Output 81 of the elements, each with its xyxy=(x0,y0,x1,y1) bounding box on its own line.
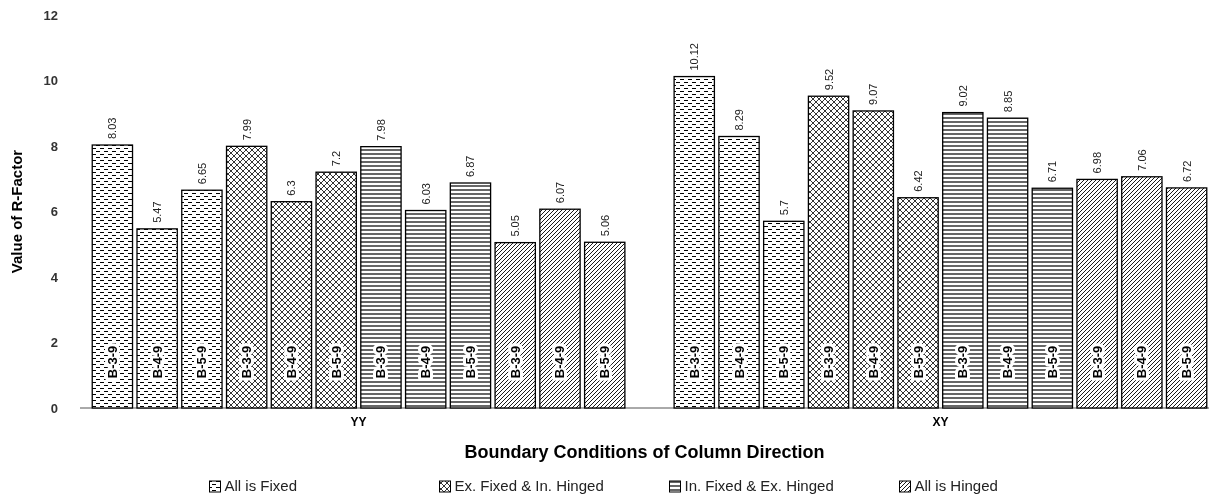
data-label: 6.72 xyxy=(1180,160,1193,182)
bar xyxy=(404,209,447,409)
bar xyxy=(1121,176,1163,409)
y-tick-label: 12 xyxy=(43,7,58,23)
data-label: 6.65 xyxy=(195,162,208,185)
legend-label: All is Fixed xyxy=(224,477,298,494)
data-label: 6.71 xyxy=(1046,160,1059,183)
x-tick-label: B-3-9 xyxy=(1089,345,1105,379)
x-tick-label: B-4-9 xyxy=(283,345,299,379)
x-tick-label: B-4-9 xyxy=(1134,345,1150,379)
x-tick-label: B-4-9 xyxy=(865,345,881,379)
data-label: 5.06 xyxy=(598,214,611,237)
bar xyxy=(225,145,268,409)
text: YY xyxy=(350,415,367,429)
bar xyxy=(91,144,134,409)
bar xyxy=(897,197,939,409)
x-tick-label: B-5-9 xyxy=(1179,345,1195,379)
x-axis-title: Boundary Conditions of Column Direction xyxy=(464,442,825,462)
x-tick-label: B-3-9 xyxy=(955,345,971,379)
y-tick-label: 2 xyxy=(50,335,58,350)
data-label: 8.29 xyxy=(733,109,746,131)
data-label: 9.52 xyxy=(822,68,835,91)
y-tick-label: 0 xyxy=(50,400,58,416)
bar xyxy=(583,241,626,409)
data-label: 8.85 xyxy=(1001,90,1014,113)
bar xyxy=(852,110,895,409)
bar xyxy=(718,135,760,409)
legend-label: All is Hinged xyxy=(914,477,998,494)
bar xyxy=(539,208,581,409)
legend-label: In. Fixed & Ex. Hinged xyxy=(684,477,834,494)
data-label: 6.98 xyxy=(1091,151,1104,174)
data-label: 9.07 xyxy=(867,83,880,105)
data-label: 8.03 xyxy=(106,117,119,140)
y-tick-label: 4 xyxy=(50,269,59,285)
bar xyxy=(942,111,984,409)
text: XY xyxy=(932,415,949,429)
data-label: 7.2 xyxy=(330,150,343,167)
bar xyxy=(1165,187,1208,409)
x-tick-label: B-5-9 xyxy=(910,345,926,379)
x-tick-label: B-5-9 xyxy=(462,345,478,379)
data-label: 7.06 xyxy=(1135,149,1148,171)
bar xyxy=(136,228,178,409)
data-label: 7.99 xyxy=(240,118,253,141)
bar xyxy=(986,117,1029,409)
data-label: 6.42 xyxy=(912,170,925,192)
data-label: 9.02 xyxy=(956,85,969,107)
data-label: 6.07 xyxy=(553,181,566,204)
data-label: 6.3 xyxy=(285,180,298,196)
x-tick-label: B-3-9 xyxy=(239,345,255,379)
bar xyxy=(1031,187,1074,409)
bar xyxy=(360,146,402,409)
y-tick-label: 8 xyxy=(50,138,58,154)
bar xyxy=(270,201,313,409)
data-label: 10.12 xyxy=(688,43,701,71)
bar xyxy=(449,182,492,409)
y-axis-title: Value of R-Factor xyxy=(8,149,25,274)
data-label: 5.47 xyxy=(151,201,164,223)
bar xyxy=(494,241,537,409)
bar xyxy=(315,171,357,409)
x-tick-label: B-4-9 xyxy=(418,345,434,379)
data-label: 5.05 xyxy=(509,215,522,237)
bar xyxy=(1076,178,1118,409)
x-tick-label: B-4-9 xyxy=(1000,345,1016,379)
bar xyxy=(181,189,223,409)
data-label: 5.7 xyxy=(777,200,790,216)
y-tick-label: 6 xyxy=(50,204,58,219)
x-tick-label: B-5-9 xyxy=(1044,345,1060,379)
data-label: 6.87 xyxy=(464,155,477,178)
x-tick-label: B-3-9 xyxy=(821,345,837,379)
x-tick-label: B-3-9 xyxy=(373,345,389,379)
x-tick-label: B-4-9 xyxy=(552,345,568,379)
bar xyxy=(807,95,850,409)
x-tick-label: B-3-9 xyxy=(507,345,523,379)
legend-label: Ex. Fixed & In. Hinged xyxy=(454,477,604,494)
data-label: 6.03 xyxy=(419,183,432,205)
data-label: 7.98 xyxy=(374,119,387,141)
x-tick-label: B-5-9 xyxy=(328,345,344,379)
x-tick-label: B-5-9 xyxy=(597,345,613,379)
y-tick-label: 10 xyxy=(43,73,58,88)
bar xyxy=(673,75,716,409)
bar xyxy=(762,220,805,409)
